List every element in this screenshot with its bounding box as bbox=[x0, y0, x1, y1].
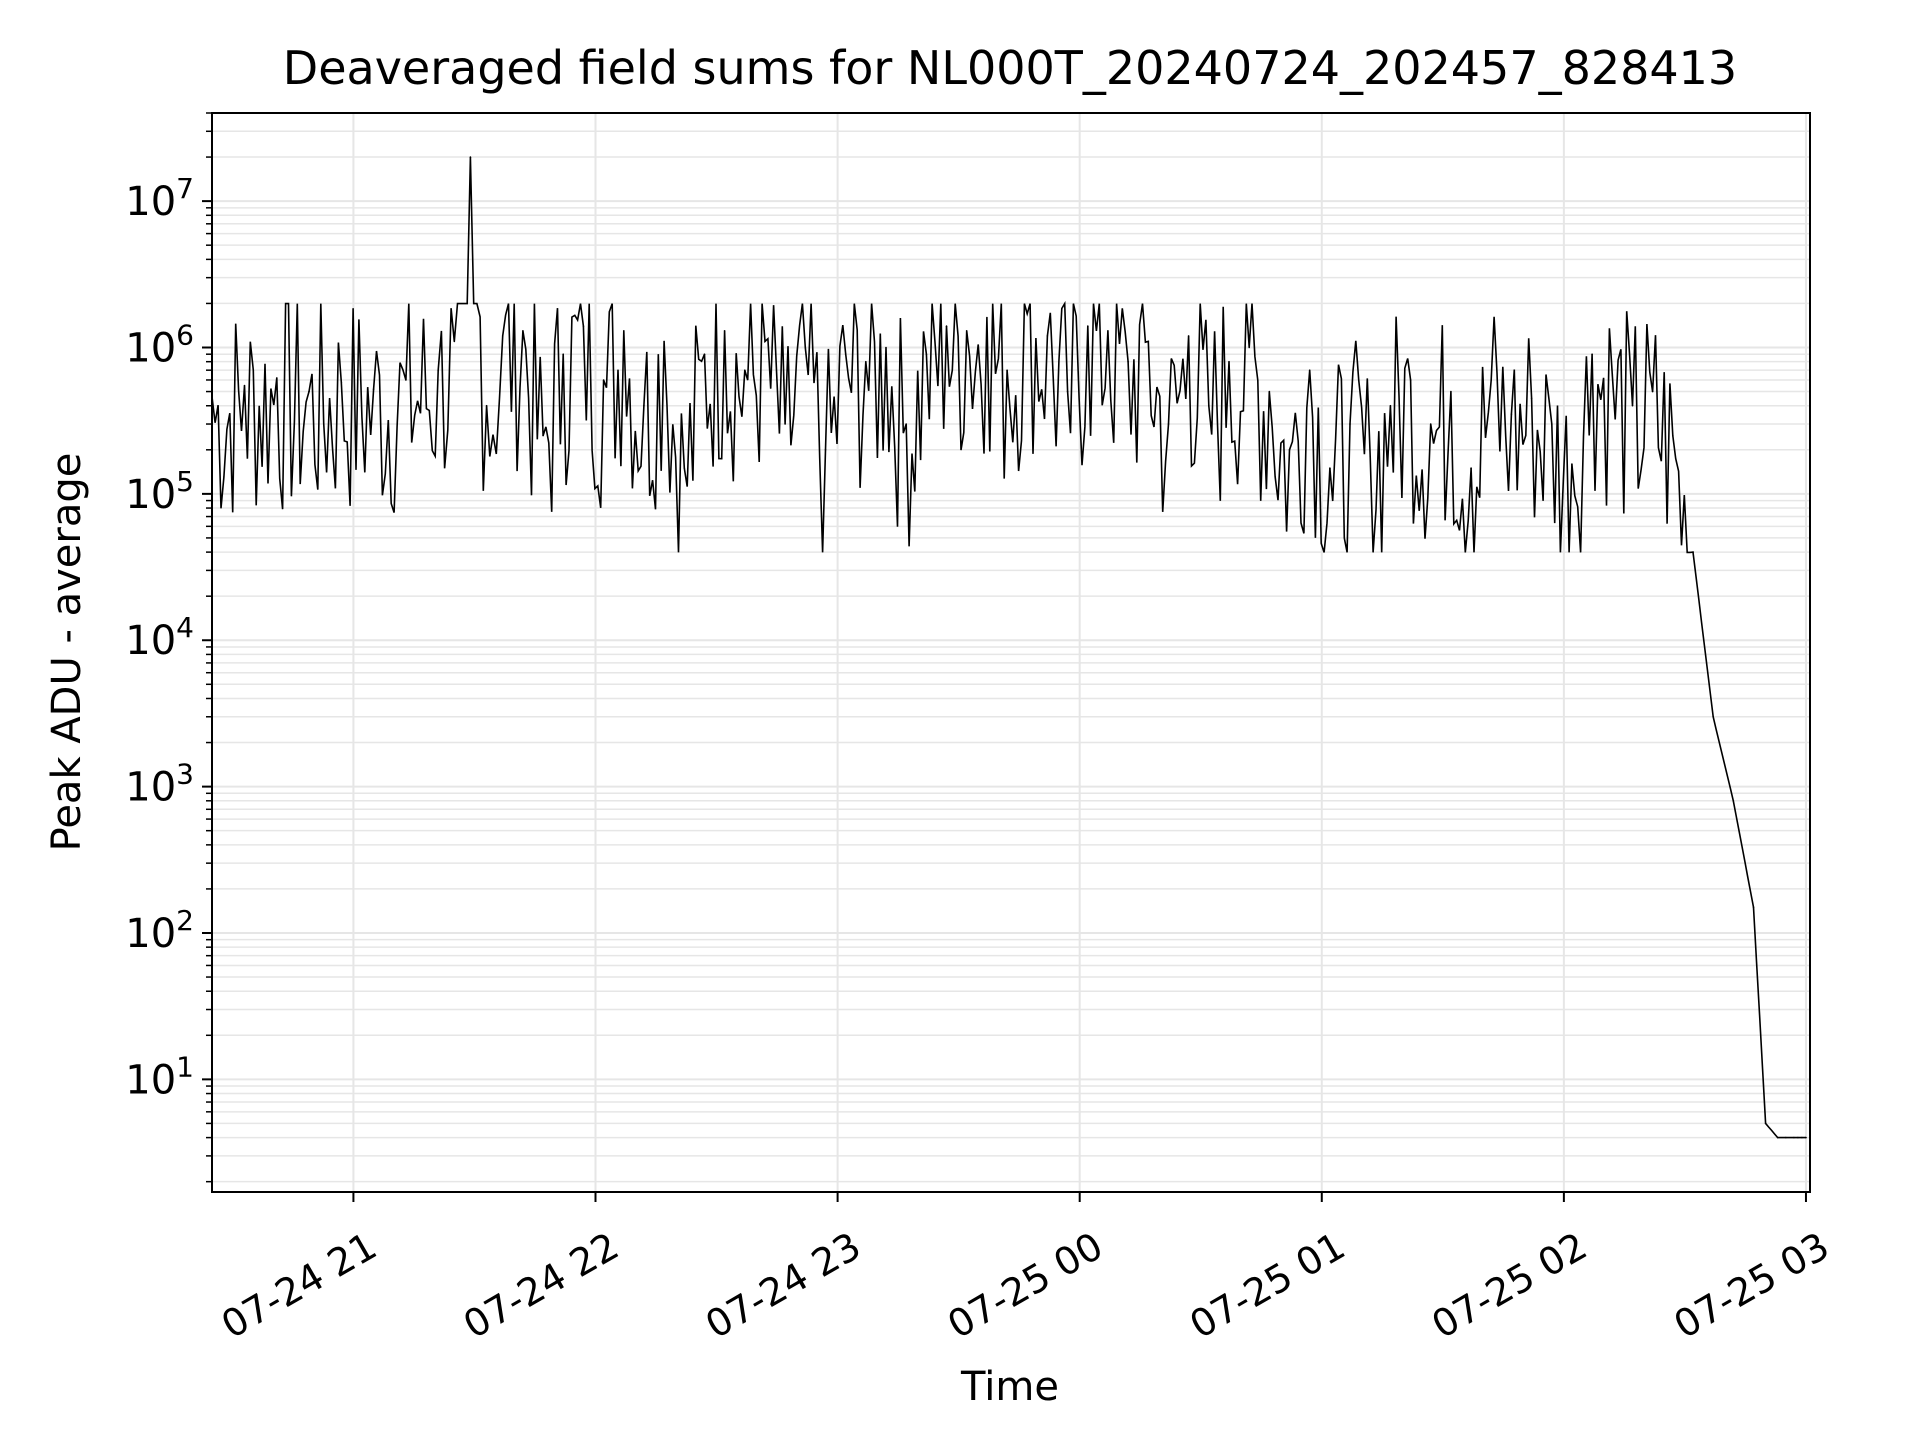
data-point bbox=[1429, 423, 1432, 425]
data-point bbox=[1288, 449, 1291, 451]
data-point bbox=[1147, 340, 1150, 343]
y-tick-label: 101 bbox=[125, 1050, 194, 1103]
y-tick-label: 103 bbox=[125, 758, 194, 811]
data-point bbox=[1651, 390, 1654, 393]
data-point bbox=[1793, 1136, 1795, 1139]
data-point bbox=[1450, 390, 1452, 393]
data-point bbox=[1764, 1122, 1767, 1125]
data-point bbox=[744, 369, 746, 372]
data-point bbox=[885, 346, 887, 349]
data-point bbox=[602, 379, 605, 381]
data-point bbox=[723, 330, 726, 332]
data-point bbox=[1692, 551, 1694, 553]
y-tick-label: 105 bbox=[125, 465, 194, 518]
data-point bbox=[276, 377, 278, 379]
data-point bbox=[804, 346, 807, 349]
data-point bbox=[1107, 330, 1109, 332]
data-point bbox=[1046, 335, 1049, 337]
data-point bbox=[623, 330, 625, 332]
data-point bbox=[1208, 404, 1210, 407]
x-axis-label: Time bbox=[960, 1364, 1059, 1410]
data-point bbox=[1490, 379, 1492, 381]
chart-title: Deaveraged field sums for NL000T_2024072… bbox=[283, 41, 1737, 95]
y-tick-label: 102 bbox=[125, 904, 194, 957]
data-point bbox=[243, 384, 246, 387]
data-point bbox=[1551, 423, 1553, 425]
data-point bbox=[372, 388, 375, 390]
data-point bbox=[1167, 423, 1170, 425]
data-point bbox=[1187, 335, 1190, 337]
data-point bbox=[1409, 379, 1412, 381]
data-point bbox=[1026, 313, 1028, 315]
data-point bbox=[1805, 1136, 1807, 1139]
series-line bbox=[212, 157, 1806, 1139]
data-point bbox=[1776, 1136, 1779, 1139]
data-point bbox=[469, 156, 472, 158]
data-point bbox=[824, 449, 827, 451]
data-point bbox=[683, 467, 686, 469]
data-point bbox=[308, 390, 310, 393]
data-point bbox=[1308, 369, 1311, 372]
data-point bbox=[485, 404, 488, 407]
data-point bbox=[1591, 353, 1593, 356]
data-point bbox=[340, 381, 343, 383]
data-point bbox=[925, 353, 928, 356]
data-point bbox=[1268, 390, 1271, 393]
data-point bbox=[1127, 360, 1129, 363]
y-tick-label: 104 bbox=[125, 611, 194, 664]
data-point bbox=[1672, 434, 1674, 437]
data-point bbox=[437, 369, 440, 372]
data-point bbox=[865, 360, 867, 363]
data-point bbox=[1248, 346, 1250, 349]
data-point bbox=[1732, 800, 1735, 802]
data-point bbox=[582, 325, 585, 327]
data-point bbox=[562, 353, 564, 356]
data-point bbox=[986, 316, 988, 319]
data-point bbox=[1530, 397, 1533, 400]
data-point bbox=[1631, 404, 1634, 407]
data-point bbox=[1329, 467, 1331, 469]
data-point bbox=[703, 353, 706, 356]
data-point bbox=[905, 423, 907, 425]
data-point bbox=[1389, 404, 1392, 407]
y-tick-label: 107 bbox=[125, 172, 194, 225]
y-axis-label: Peak ADU - average bbox=[44, 453, 90, 852]
data-point bbox=[405, 379, 407, 381]
data-point bbox=[1801, 1136, 1803, 1139]
data-point bbox=[965, 330, 968, 332]
data-point bbox=[1752, 906, 1755, 908]
data-point bbox=[1228, 360, 1230, 363]
data-point bbox=[1006, 369, 1008, 372]
data-point bbox=[784, 423, 786, 425]
data-point bbox=[663, 340, 665, 343]
data-point bbox=[1571, 463, 1573, 465]
data-point bbox=[1349, 423, 1351, 425]
data-point bbox=[844, 353, 847, 356]
data-point bbox=[1066, 390, 1069, 393]
data-point bbox=[1470, 467, 1472, 469]
plot-frame bbox=[211, 112, 1811, 1193]
data-point bbox=[1712, 716, 1714, 718]
grid-lines bbox=[212, 112, 1810, 1192]
data-point bbox=[522, 330, 524, 332]
series-layer bbox=[211, 156, 1807, 1139]
data-point bbox=[1785, 1136, 1787, 1139]
data-point bbox=[1797, 1136, 1799, 1139]
y-axis: 101 102 103 104 105 106 107 bbox=[125, 112, 212, 1183]
data-point bbox=[1510, 413, 1513, 416]
data-point bbox=[1611, 374, 1614, 376]
data-point bbox=[764, 340, 766, 343]
data-point bbox=[453, 340, 456, 343]
data-point bbox=[643, 404, 645, 407]
data-point bbox=[1369, 455, 1371, 458]
data-point bbox=[542, 434, 544, 437]
data-point bbox=[945, 325, 948, 327]
data-point bbox=[501, 335, 504, 337]
data-point bbox=[1087, 325, 1089, 327]
y-tick-label: 106 bbox=[125, 318, 194, 371]
